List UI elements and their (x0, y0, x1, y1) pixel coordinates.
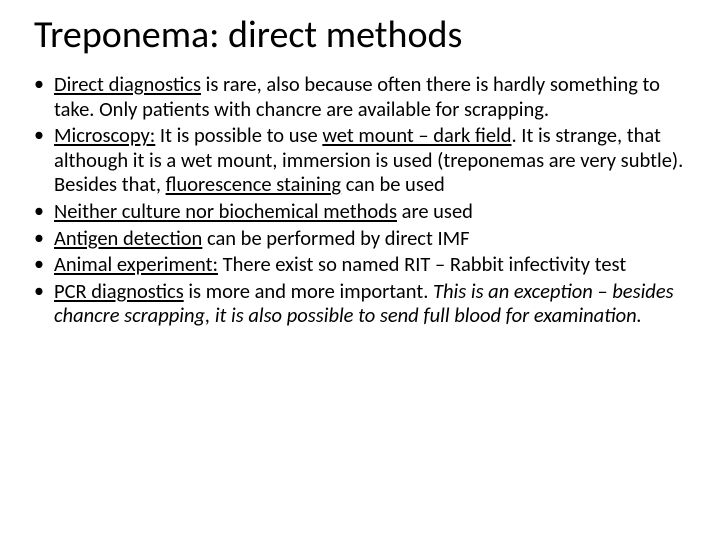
bullet-item: Neither culture nor biochemical methods … (32, 199, 692, 224)
bullet-list: Direct diagnostics is rare, also because… (28, 72, 692, 328)
text-segment: PCR diagnostics (54, 278, 184, 304)
bullet-item: Microscopy: It is possible to use wet mo… (32, 123, 692, 197)
text-segment: It is possible to use (155, 122, 322, 148)
text-segment: can be performed by direct IMF (202, 225, 469, 251)
bullet-item: Antigen detection can be performed by di… (32, 226, 692, 251)
bullet-item: PCR diagnostics is more and more importa… (32, 279, 692, 328)
text-segment: is more and more important. (184, 278, 433, 304)
text-segment: are used (397, 198, 473, 224)
text-segment: wet mount – dark field (322, 122, 511, 148)
text-segment: fluorescence staining (166, 171, 342, 197)
text-segment: Direct diagnostics (54, 71, 201, 97)
text-segment: Animal experiment: (54, 251, 218, 277)
text-segment: Neither culture nor biochemical methods (54, 198, 397, 224)
slide: Treponema: direct methods Direct diagnos… (0, 0, 720, 540)
slide-title: Treponema: direct methods (34, 12, 692, 58)
text-segment: can be used (341, 171, 445, 197)
text-segment: Antigen detection (54, 225, 202, 251)
text-segment: Microscopy: (54, 122, 155, 148)
text-segment: There exist so named RIT – Rabbit infect… (218, 251, 626, 277)
bullet-item: Animal experiment: There exist so named … (32, 252, 692, 277)
bullet-item: Direct diagnostics is rare, also because… (32, 72, 692, 121)
